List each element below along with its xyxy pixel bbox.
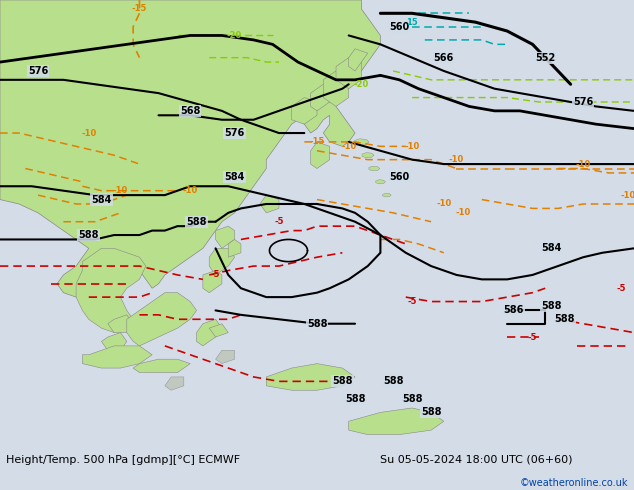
Polygon shape <box>197 319 222 346</box>
Text: 576: 576 <box>28 66 48 76</box>
Polygon shape <box>216 226 235 248</box>
Text: -15: -15 <box>132 4 147 13</box>
Polygon shape <box>209 248 235 275</box>
Text: 576: 576 <box>224 128 245 138</box>
Polygon shape <box>203 270 222 293</box>
Text: -10: -10 <box>341 142 356 151</box>
Text: -5: -5 <box>275 217 283 226</box>
Text: -10: -10 <box>455 208 470 218</box>
Text: -20: -20 <box>354 80 369 89</box>
Text: 568: 568 <box>180 106 200 116</box>
Text: -5: -5 <box>211 270 220 279</box>
Polygon shape <box>108 315 133 333</box>
Text: 588: 588 <box>554 314 574 324</box>
Text: Su 05-05-2024 18:00 UTC (06+60): Su 05-05-2024 18:00 UTC (06+60) <box>380 455 573 465</box>
Polygon shape <box>82 346 152 368</box>
Text: -10: -10 <box>404 142 420 151</box>
Text: 584: 584 <box>541 244 562 253</box>
Polygon shape <box>127 293 197 346</box>
Text: -10: -10 <box>113 186 128 195</box>
Text: -10: -10 <box>449 155 464 164</box>
Text: -5: -5 <box>408 297 417 306</box>
Polygon shape <box>209 324 228 337</box>
Text: 560: 560 <box>389 172 410 182</box>
Text: 588: 588 <box>402 394 422 404</box>
Text: 566: 566 <box>434 52 454 63</box>
Text: 588: 588 <box>541 301 562 311</box>
Polygon shape <box>362 152 374 158</box>
Text: 576: 576 <box>573 97 593 107</box>
Polygon shape <box>133 359 190 372</box>
Text: 588: 588 <box>421 407 441 417</box>
Text: -15: -15 <box>309 137 325 147</box>
Text: 588: 588 <box>186 217 207 227</box>
Polygon shape <box>383 193 391 197</box>
Text: -10: -10 <box>436 199 451 208</box>
Text: -20: -20 <box>227 31 242 40</box>
Text: 15: 15 <box>406 18 418 26</box>
Polygon shape <box>349 49 368 71</box>
Text: 588: 588 <box>79 230 99 240</box>
Text: 588: 588 <box>345 394 365 404</box>
Polygon shape <box>165 377 184 390</box>
Text: -10: -10 <box>620 191 634 199</box>
Polygon shape <box>376 180 385 184</box>
Polygon shape <box>216 350 235 364</box>
Text: 588: 588 <box>307 318 327 329</box>
Polygon shape <box>336 58 361 89</box>
Polygon shape <box>292 98 317 124</box>
Text: 588: 588 <box>332 376 353 387</box>
Text: 560: 560 <box>389 22 410 32</box>
Text: -10: -10 <box>576 160 591 169</box>
Text: 552: 552 <box>535 52 555 63</box>
Polygon shape <box>369 166 380 171</box>
Polygon shape <box>311 142 330 169</box>
Polygon shape <box>354 139 369 145</box>
Polygon shape <box>266 364 355 390</box>
Text: 588: 588 <box>383 376 403 387</box>
Polygon shape <box>311 84 336 111</box>
Text: 584: 584 <box>91 195 112 204</box>
Polygon shape <box>349 408 444 435</box>
Text: -10: -10 <box>81 128 96 138</box>
Text: 584: 584 <box>224 172 245 182</box>
Text: 586: 586 <box>503 305 524 316</box>
Text: -5: -5 <box>617 284 626 293</box>
Text: -10: -10 <box>183 186 198 195</box>
Text: Height/Temp. 500 hPa [gdmp][°C] ECMWF: Height/Temp. 500 hPa [gdmp][°C] ECMWF <box>6 455 240 465</box>
Polygon shape <box>76 248 146 333</box>
Polygon shape <box>323 71 349 106</box>
Polygon shape <box>0 0 380 297</box>
Text: ©weatheronline.co.uk: ©weatheronline.co.uk <box>519 478 628 488</box>
Text: -5: -5 <box>528 333 537 342</box>
Polygon shape <box>101 333 127 350</box>
Polygon shape <box>228 240 241 257</box>
Polygon shape <box>260 195 279 213</box>
